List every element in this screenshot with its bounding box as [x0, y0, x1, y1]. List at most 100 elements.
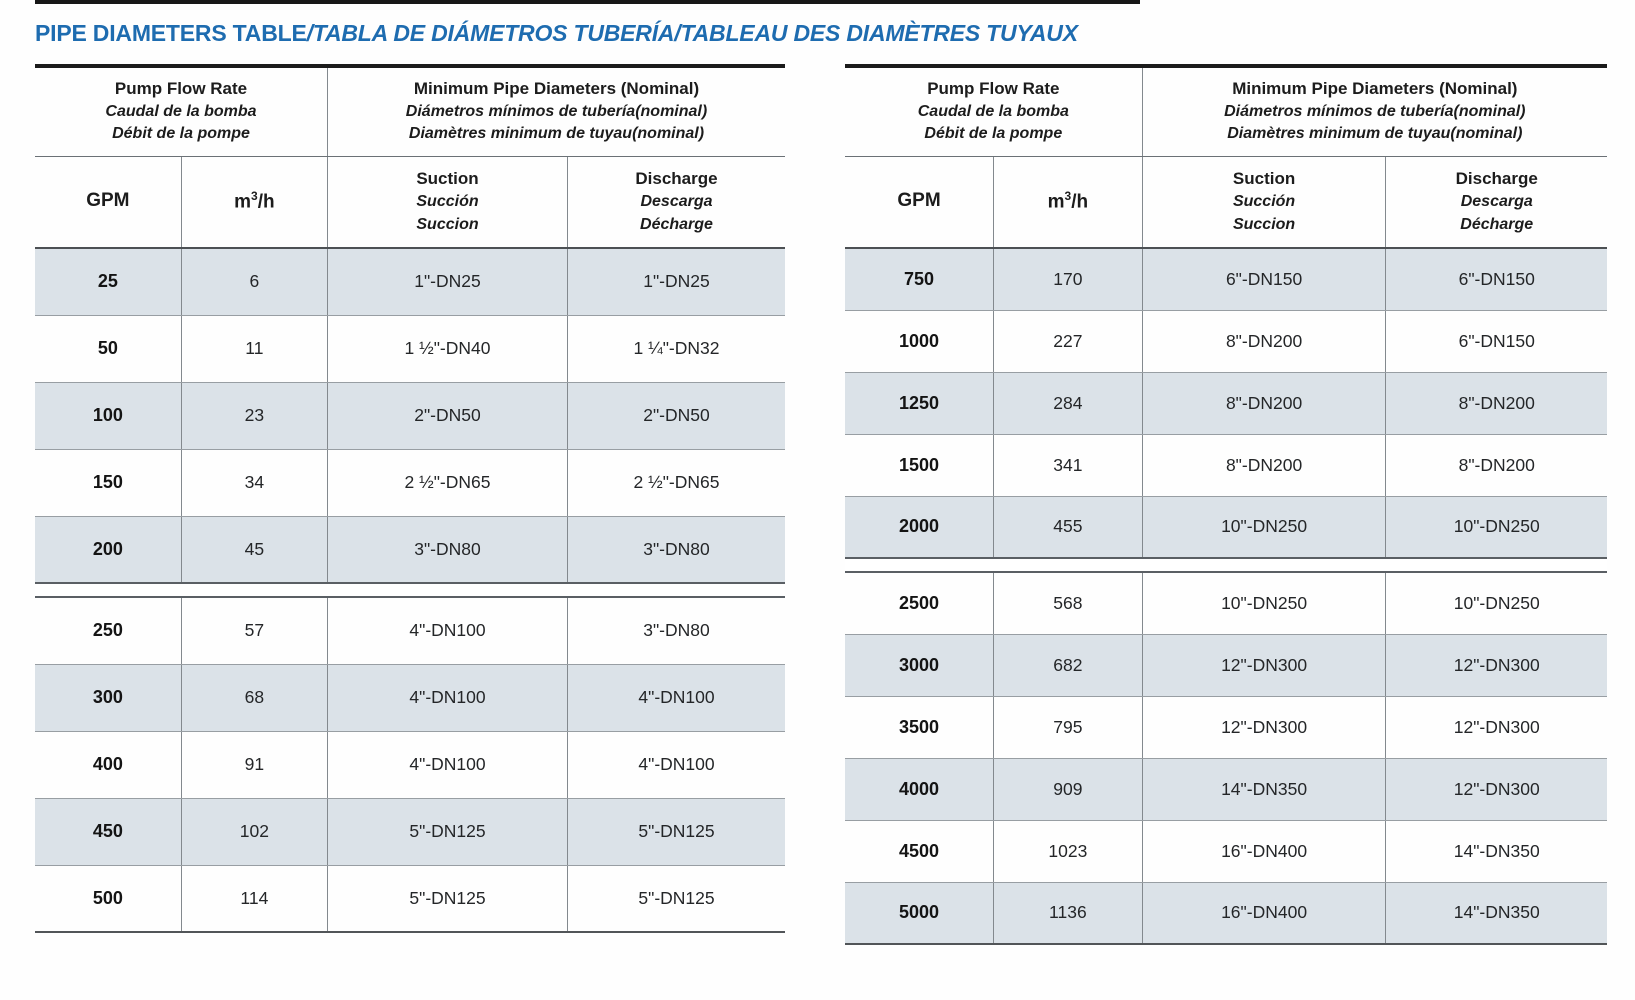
discharge-cell: 6"-DN150: [1385, 310, 1607, 373]
discharge-cell: 14"-DN350: [1385, 820, 1607, 883]
m3h-cell: 682: [993, 634, 1143, 697]
table-row: 3500 795 12"-DN300 12"-DN300: [845, 696, 1607, 759]
m3h-cell: 455: [993, 496, 1143, 559]
section-break-gap: [35, 582, 785, 598]
discharge-line-es: Descarga: [640, 193, 713, 211]
pipe-table-right: Pump Flow Rate Caudal de la bomba Débit …: [845, 64, 1607, 945]
gpm-cell: 5000: [845, 882, 994, 945]
suction-line-es: Succión: [1232, 193, 1296, 211]
table-row: 400 91 4"-DN100 4"-DN100: [35, 731, 785, 799]
table-row: 5000 1136 16"-DN400 14"-DN350: [845, 882, 1607, 945]
flow-group-line-es: Caudal de la bomba: [105, 102, 257, 120]
section-break: [35, 582, 785, 598]
discharge-cell: 4"-DN100: [567, 731, 785, 799]
table-row: 100 23 2"-DN50 2"-DN50: [35, 382, 785, 450]
table-row: 2000 455 10"-DN250 10"-DN250: [845, 496, 1607, 559]
suction-cell: 4"-DN100: [327, 731, 568, 799]
gpm-cell: 4000: [845, 758, 994, 821]
discharge-line-en: Discharge: [635, 169, 718, 189]
discharge-cell: 6"-DN150: [1385, 248, 1607, 311]
flow-rate-group-header: Pump Flow Rate Caudal de la bomba Débit …: [35, 64, 328, 157]
discharge-cell: 8"-DN200: [1385, 372, 1607, 435]
gpm-cell: 3500: [845, 696, 994, 759]
gpm-cell: 3000: [845, 634, 994, 697]
m3h-cell: 909: [993, 758, 1143, 821]
gpm-header: GPM: [845, 156, 994, 249]
group-header-row: Pump Flow Rate Caudal de la bomba Débit …: [845, 64, 1607, 157]
table-row: 2500 568 10"-DN250 10"-DN250: [845, 572, 1607, 635]
sub-header-row: GPM m3/h Suction Succión Succion Dischar…: [845, 156, 1607, 249]
m3h-base: m: [1047, 191, 1065, 213]
pipe-tables-container: Pump Flow Rate Caudal de la bomba Débit …: [35, 64, 1635, 945]
top-crop-bar: [35, 0, 1140, 4]
diam-group-line-en: Minimum Pipe Diameters (Nominal): [1232, 79, 1518, 99]
gpm-cell: 2500: [845, 572, 994, 635]
gpm-cell: 2000: [845, 496, 994, 559]
gpm-cell: 750: [845, 248, 994, 311]
suction-cell: 1"-DN25: [327, 248, 568, 316]
table-row: 250 57 4"-DN100 3"-DN80: [35, 597, 785, 665]
table-row: 1500 341 8"-DN200 8"-DN200: [845, 434, 1607, 497]
suction-cell: 10"-DN250: [1141, 572, 1386, 635]
suction-line-fr: Succion: [1232, 215, 1296, 233]
table-row: 300 68 4"-DN100 4"-DN100: [35, 664, 785, 732]
discharge-cell: 10"-DN250: [1385, 572, 1607, 635]
flow-group-line-en: Pump Flow Rate: [114, 79, 248, 99]
table-row: 200 45 3"-DN80 3"-DN80: [35, 516, 785, 584]
flow-group-line-en: Pump Flow Rate: [927, 79, 1060, 99]
discharge-cell: 12"-DN300: [1385, 758, 1607, 821]
discharge-line-fr: Décharge: [1460, 215, 1534, 233]
suction-cell: 3"-DN80: [327, 516, 568, 584]
discharge-header: Discharge Descarga Décharge: [567, 156, 785, 249]
flow-group-line-fr: Débit de la pompe: [112, 124, 250, 142]
table-row: 500 114 5"-DN125 5"-DN125: [35, 865, 785, 933]
gpm-cell: 300: [35, 664, 182, 732]
discharge-line-es: Descarga: [1460, 193, 1533, 211]
table-row: 1250 284 8"-DN200 8"-DN200: [845, 372, 1607, 435]
discharge-cell: 1 ¼"-DN32: [567, 315, 785, 383]
suction-line-es: Succión: [416, 193, 479, 211]
gpm-cell: 50: [35, 315, 182, 383]
m3h-header: m3/h: [180, 156, 328, 249]
gpm-cell: 1250: [845, 372, 994, 435]
section-break: [845, 557, 1607, 573]
diam-group-line-fr: Diamètres minimum de tuyau(nominal): [1227, 124, 1523, 142]
suction-line-en: Suction: [416, 169, 479, 189]
gpm-cell: 150: [35, 449, 182, 517]
discharge-cell: 12"-DN300: [1385, 696, 1607, 759]
suction-cell: 8"-DN200: [1141, 310, 1386, 373]
suction-cell: 12"-DN300: [1141, 696, 1386, 759]
gpm-cell: 400: [35, 731, 182, 799]
suction-cell: 14"-DN350: [1141, 758, 1386, 821]
table-row: 1000 227 8"-DN200 6"-DN150: [845, 310, 1607, 373]
flow-rate-group-header: Pump Flow Rate Caudal de la bomba Débit …: [845, 64, 1143, 157]
table-row: 150 34 2 ½"-DN65 2 ½"-DN65: [35, 449, 785, 517]
discharge-cell: 2 ½"-DN65: [567, 449, 785, 517]
diam-group-line-en: Minimum Pipe Diameters (Nominal): [413, 79, 700, 99]
discharge-cell: 1"-DN25: [567, 248, 785, 316]
discharge-cell: 8"-DN200: [1385, 434, 1607, 497]
table-row: 50 11 1 ½"-DN40 1 ¼"-DN32: [35, 315, 785, 383]
m3h-exponent: 3: [1064, 188, 1072, 203]
discharge-cell: 14"-DN350: [1385, 882, 1607, 945]
m3h-per-hour: /h: [257, 191, 275, 213]
gpm-cell: 200: [35, 516, 182, 584]
section-break-gap: [845, 557, 1607, 573]
suction-header: Suction Succión Succion: [327, 156, 568, 249]
diam-group-line-es: Diámetros mínimos de tubería(nominal): [1224, 102, 1526, 120]
group-header-row: Pump Flow Rate Caudal de la bomba Débit …: [35, 64, 785, 157]
m3h-cell: 1136: [993, 882, 1143, 945]
page-title-intl: /TABLA DE DIÁMETROS TUBERÍA/TABLEAU DES …: [306, 20, 1078, 46]
suction-cell: 4"-DN100: [327, 597, 568, 665]
m3h-header: m3/h: [993, 156, 1143, 249]
gpm-cell: 25: [35, 248, 182, 316]
suction-cell: 16"-DN400: [1141, 820, 1386, 883]
suction-cell: 5"-DN125: [327, 798, 568, 866]
m3h-cell: 568: [993, 572, 1143, 635]
m3h-cell: 11: [180, 315, 328, 383]
m3h-cell: 23: [180, 382, 328, 450]
suction-cell: 6"-DN150: [1141, 248, 1386, 311]
flow-group-line-es: Caudal de la bomba: [917, 102, 1069, 120]
discharge-cell: 5"-DN125: [567, 798, 785, 866]
pipe-table-left: Pump Flow Rate Caudal de la bomba Débit …: [35, 64, 785, 933]
